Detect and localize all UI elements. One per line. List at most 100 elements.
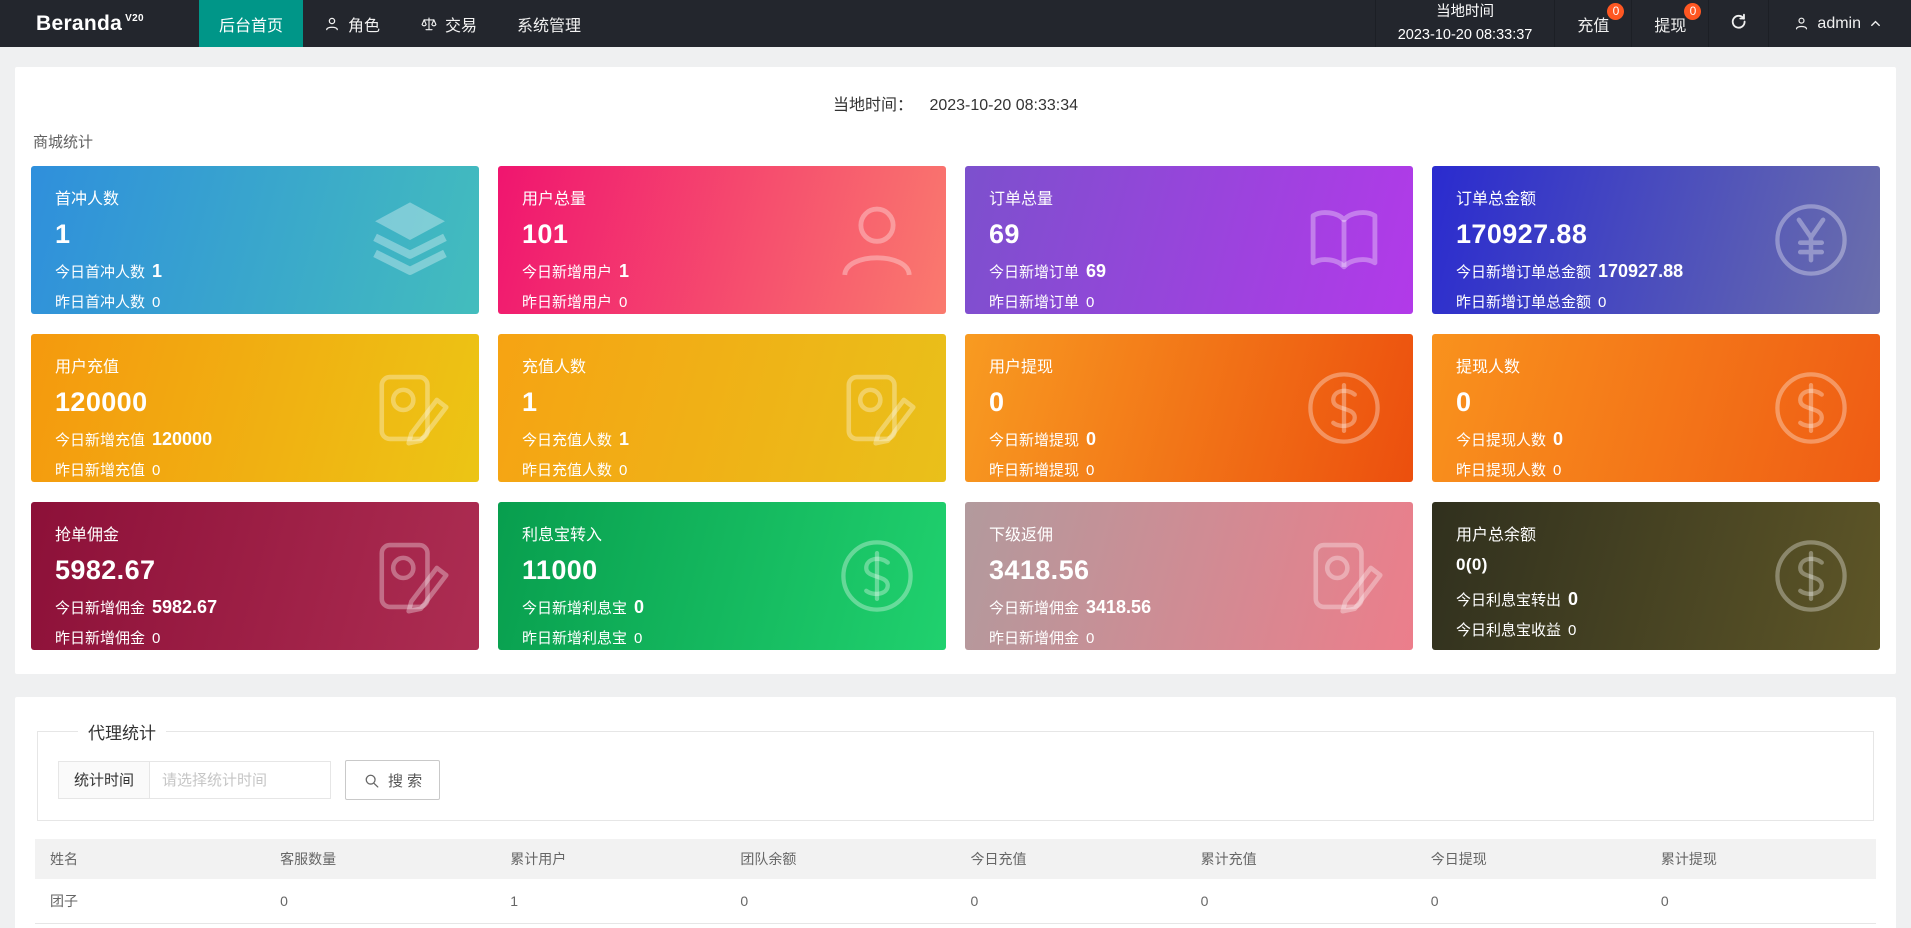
stat-card: 用户总量 101 今日新增用户 1 昨日新增用户 0	[498, 166, 946, 314]
card-yesterday-line: 昨日充值人数 0	[522, 462, 628, 479]
card-today-line: 今日新增佣金 3418.56	[989, 597, 1152, 617]
nav-item-1[interactable]: 角色	[303, 0, 400, 47]
refresh-button[interactable]	[1708, 0, 1768, 47]
main-nav: 后台首页 角色 交易 系统管理	[199, 0, 601, 47]
local-time-label: 当地时间	[1436, 4, 1495, 21]
card-value: 1	[522, 387, 538, 417]
card-today-line: 今日新增充值 120000	[55, 429, 213, 449]
book-icon	[1301, 197, 1387, 283]
table-cell: 0	[725, 879, 956, 924]
card-value: 120000	[55, 387, 148, 417]
card-title: 抢单佣金	[55, 527, 120, 544]
table-header-cell: 姓名	[35, 839, 266, 879]
card-today-line: 今日首冲人数 1	[55, 261, 163, 281]
navbar-right: 当地时间 2023-10-20 08:33:37 充值 0 提现 0 admin	[1374, 0, 1911, 47]
layers-icon	[367, 197, 453, 283]
stat-card: 充值人数 1 今日充值人数 1 昨日充值人数 0	[498, 334, 946, 482]
stat-time-input[interactable]	[149, 761, 332, 799]
card-yesterday-line: 昨日新增订单总金额 0	[1456, 294, 1607, 311]
card-title: 用户总余额	[1456, 527, 1537, 544]
user-menu[interactable]: admin	[1768, 0, 1911, 47]
card-today-line: 今日新增用户 1	[522, 261, 630, 281]
refresh-icon	[1729, 12, 1748, 36]
search-button[interactable]: 搜 索	[345, 760, 441, 800]
card-today-line: 今日新增利息宝 0	[522, 597, 645, 617]
dollar-icon	[1768, 365, 1854, 451]
user-icon	[323, 15, 341, 33]
card-today-line: 今日充值人数 1	[522, 429, 630, 449]
nav-item-0[interactable]: 后台首页	[199, 0, 304, 47]
card-title: 利息宝转入	[522, 527, 603, 544]
stat-card: 订单总量 69 今日新增订单 69 昨日新增订单 0	[965, 166, 1413, 314]
card-value: 5982.67	[55, 555, 156, 585]
table-cell: 0	[1185, 923, 1416, 928]
card-value: 11000	[522, 555, 598, 585]
withdraw-button[interactable]: 提现 0	[1631, 0, 1708, 47]
search-button-label: 搜 索	[388, 772, 423, 790]
agent-table-head: 姓名 客服数量 累计用户 团队余额 今日充值 累计充值 今日提现 累计提现	[35, 839, 1876, 879]
brand-version: V20	[125, 13, 144, 24]
dollar-icon	[834, 533, 920, 619]
nav-item-3[interactable]: 系统管理	[497, 0, 601, 47]
table-cell: 0	[265, 923, 496, 928]
card-title: 订单总量	[989, 191, 1054, 208]
card-yesterday-line: 昨日新增提现 0	[989, 462, 1095, 479]
card-yesterday-line: 昨日新增利息宝 0	[522, 630, 643, 647]
nav-item-label: 系统管理	[517, 17, 582, 35]
edit-icon	[367, 533, 453, 619]
card-yesterday-line: 昨日新增佣金 0	[989, 630, 1095, 647]
dollar-icon	[1768, 533, 1854, 619]
table-cell: 0	[955, 879, 1186, 924]
local-time-block: 当地时间 2023-10-20 08:33:37	[1374, 0, 1555, 47]
table-cell: 0	[265, 879, 496, 924]
card-value: 0	[989, 387, 1005, 417]
card-title: 首冲人数	[55, 191, 120, 208]
table-header-cell: 累计用户	[495, 839, 726, 879]
stat-card: 利息宝转入 11000 今日新增利息宝 0 昨日新增利息宝 0	[498, 502, 946, 650]
card-today-line: 今日新增提现 0	[989, 429, 1097, 449]
table-cell: 1	[495, 879, 726, 924]
card-value: 0(0)	[1456, 555, 1488, 574]
stat-card: 用户总余额 0(0) 今日利息宝转出 0 今日利息宝收益 0	[1432, 502, 1880, 650]
card-today-line: 今日新增订单总金额 170927.88	[1456, 261, 1684, 281]
withdraw-badge: 0	[1684, 3, 1702, 20]
table-cell: 团子	[35, 879, 266, 924]
agent-table-body: 团子0100000小义0100000小洋0100000	[35, 879, 1876, 928]
card-title: 充值人数	[522, 359, 587, 376]
table-cell: 0	[1645, 879, 1876, 924]
recharge-badge: 0	[1607, 3, 1625, 20]
card-today-line: 今日新增佣金 5982.67	[55, 597, 218, 617]
recharge-button[interactable]: 充值 0	[1554, 0, 1631, 47]
overview-time-label: 当地时间：	[832, 97, 913, 114]
card-title: 用户总量	[522, 191, 587, 208]
table-cell: 0	[1645, 923, 1876, 928]
local-time-line: 当地时间： 2023-10-20 08:33:34	[31, 79, 1880, 131]
edit-icon	[1301, 533, 1387, 619]
agent-table: 姓名 客服数量 累计用户 团队余额 今日充值 累计充值 今日提现 累计提现 团子 0 1 0 0 0 0 0…	[35, 839, 1876, 928]
agent-panel: 代理统计 统计时间 搜 索 姓名客服数量累计用户团队余额今日充值累计充值今日提现…	[15, 697, 1896, 928]
nav-item-label: 后台首页	[219, 17, 284, 35]
table-header-cell: 客服数量	[265, 839, 496, 879]
card-yesterday-line: 昨日提现人数 0	[1456, 462, 1562, 479]
person-icon	[834, 197, 920, 283]
brand-logo[interactable]: Beranda V20	[0, 0, 199, 47]
table-row: 小义0100000	[35, 923, 1876, 928]
dollar-icon	[1301, 365, 1387, 451]
chevron-up-icon	[1868, 16, 1883, 31]
search-icon	[363, 772, 380, 789]
card-yesterday-line: 今日利息宝收益 0	[1456, 622, 1577, 639]
nav-item-2[interactable]: 交易	[400, 0, 497, 47]
table-cell: 0	[1415, 879, 1646, 924]
card-yesterday-line: 昨日新增用户 0	[522, 294, 628, 311]
local-time-value: 2023-10-20 08:33:37	[1397, 26, 1533, 43]
withdraw-label: 提现	[1654, 17, 1687, 35]
yen-icon	[1768, 197, 1854, 283]
card-yesterday-line: 昨日首冲人数 0	[55, 294, 161, 311]
table-cell: 0	[1185, 879, 1416, 924]
stat-card: 首冲人数 1 今日首冲人数 1 昨日首冲人数 0	[31, 166, 479, 314]
table-row: 团子 0 1 0 0 0 0 0	[35, 879, 1876, 924]
card-title: 用户充值	[55, 359, 120, 376]
card-value: 1	[55, 219, 71, 249]
table-header-cell: 累计提现	[1645, 839, 1876, 879]
card-title: 提现人数	[1456, 359, 1521, 376]
